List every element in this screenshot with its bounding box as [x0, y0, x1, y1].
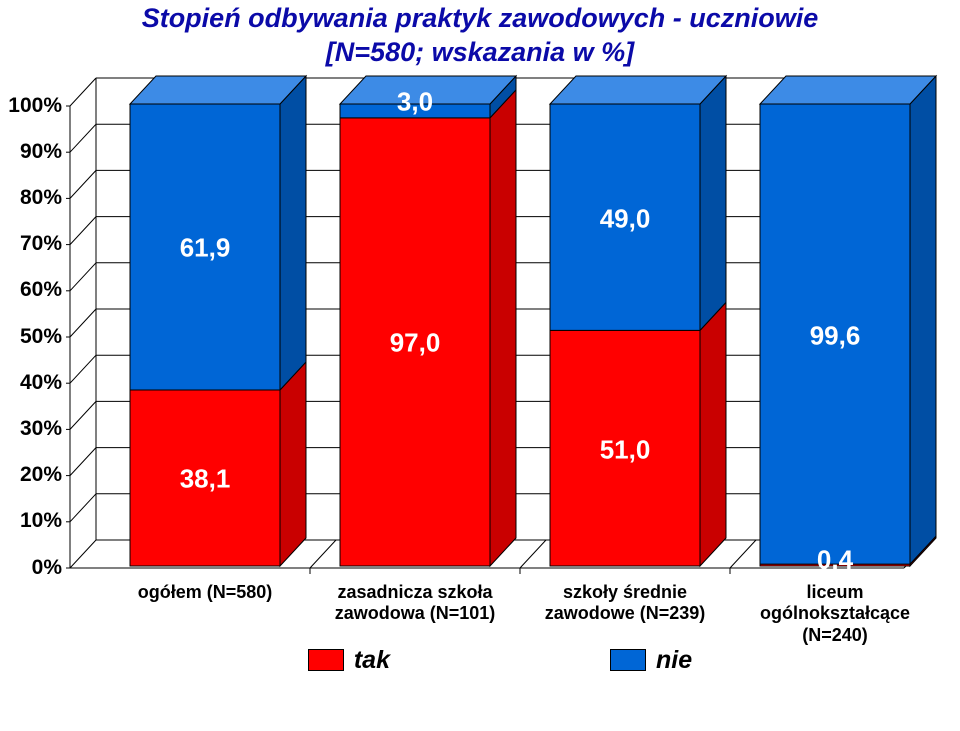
bars: 38,161,997,03,051,049,00,499,6	[70, 78, 930, 568]
legend-label: tak	[354, 646, 390, 675]
x-tick-label: liceumogólnokształcące(N=240)	[730, 582, 940, 647]
chart-title: Stopień odbywania praktyk zawodowych - u…	[0, 0, 960, 70]
y-tick-label: 100%	[8, 94, 70, 118]
y-tick-label: 40%	[20, 371, 70, 395]
data-label: 99,6	[810, 320, 861, 351]
data-label: 49,0	[600, 203, 651, 234]
x-axis-labels: ogółem (N=580)zasadnicza szkołazawodowa …	[70, 568, 930, 582]
legend-label: nie	[656, 646, 692, 675]
legend-item: nie	[610, 646, 692, 675]
data-label: 61,9	[180, 233, 231, 264]
data-label: 51,0	[600, 434, 651, 465]
bar-column	[550, 76, 728, 568]
y-tick-label: 90%	[20, 140, 70, 164]
x-tick-label: szkoły średniezawodowe (N=239)	[520, 582, 730, 625]
chart-area: 0%10%20%30%40%50%60%70%80%90%100% 38,161…	[70, 78, 930, 568]
title-line-1: Stopień odbywania praktyk zawodowych - u…	[142, 3, 819, 33]
legend-item: tak	[308, 646, 390, 675]
data-label: 3,0	[397, 86, 433, 117]
legend-swatch	[308, 649, 344, 671]
title-line-2: [N=580; wskazania w %]	[326, 37, 634, 67]
legend-swatch	[610, 649, 646, 671]
y-tick-label: 50%	[20, 325, 70, 349]
y-tick-label: 0%	[32, 556, 70, 580]
bar-column	[340, 76, 518, 568]
y-tick-label: 60%	[20, 278, 70, 302]
plot: 0%10%20%30%40%50%60%70%80%90%100% 38,161…	[70, 78, 930, 568]
y-tick-label: 20%	[20, 463, 70, 487]
y-tick-label: 10%	[20, 509, 70, 533]
x-tick-label: zasadnicza szkołazawodowa (N=101)	[310, 582, 520, 625]
legend: tak nie	[70, 646, 930, 679]
y-tick-label: 70%	[20, 232, 70, 256]
x-tick-label: ogółem (N=580)	[100, 582, 310, 604]
y-tick-label: 30%	[20, 417, 70, 441]
data-label: 38,1	[180, 464, 231, 495]
data-label: 97,0	[390, 328, 441, 359]
y-tick-label: 80%	[20, 186, 70, 210]
